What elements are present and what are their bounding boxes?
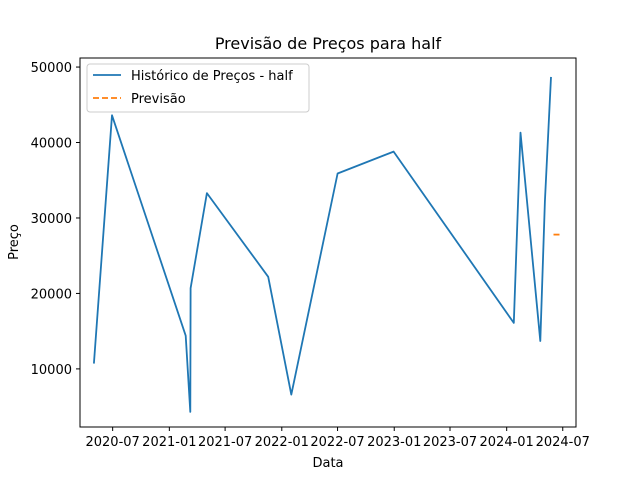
y-tick-label: 30000	[31, 212, 72, 227]
y-tick-label: 10000	[31, 363, 72, 378]
legend-label-forecast: Previsão	[131, 92, 186, 107]
y-tick-label: 40000	[31, 137, 72, 152]
x-tick-label: 2022-01	[255, 435, 309, 450]
x-tick-label: 2021-07	[198, 435, 252, 450]
plot-lines	[93, 76, 562, 413]
x-tick-label: 2024-07	[536, 435, 590, 450]
series-line-history	[93, 76, 552, 413]
legend: Histórico de Preços - half Previsão	[86, 63, 310, 113]
x-tick-label: 2020-07	[85, 435, 139, 450]
x-axis-title: Data	[312, 456, 343, 471]
x-tick-label: 2023-01	[367, 435, 421, 450]
y-tick-label: 20000	[31, 287, 72, 302]
chart-title: Previsão de Preços para half	[215, 34, 442, 53]
x-tick-label: 2024-01	[480, 435, 534, 450]
legend-label-history: Histórico de Preços - half	[131, 69, 293, 84]
y-axis: 10000 20000 30000 40000 50000	[31, 61, 80, 378]
plot-frame	[79, 57, 577, 428]
legend-frame	[86, 63, 310, 113]
x-axis: 2020-07 2021-01 2021-07 2022-01 2022-07 2023-…	[85, 427, 590, 450]
y-axis-title: Preço	[7, 224, 22, 260]
x-tick-label: 2023-07	[423, 435, 477, 450]
y-tick-label: 50000	[31, 61, 72, 76]
x-tick-label: 2021-01	[142, 435, 196, 450]
plot-area	[80, 58, 576, 427]
x-tick-label: 2022-07	[310, 435, 364, 450]
